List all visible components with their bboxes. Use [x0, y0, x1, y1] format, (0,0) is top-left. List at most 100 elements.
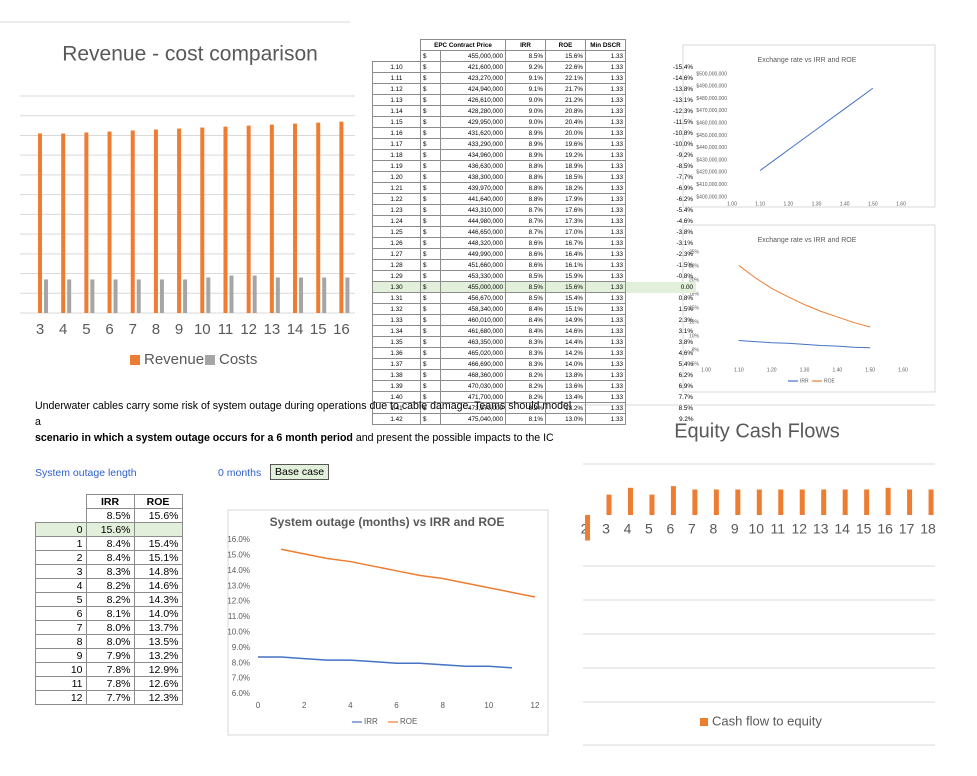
cell: 8.5%: [85, 508, 135, 523]
y-tick-label: 6.0%: [232, 689, 250, 698]
x-tick-label: 12: [791, 521, 807, 537]
cell: $: [420, 292, 441, 304]
cell: 1.33: [585, 105, 626, 117]
table-row: 0 15.6%: [35, 522, 183, 537]
cell: $: [420, 193, 441, 205]
base-row: 8.5% 15.6%: [36, 508, 183, 523]
cell: -3.8%: [676, 228, 693, 236]
table-row: 1.30 $455,000,000 8.5% 15.6% 1.33 0.00: [372, 281, 696, 293]
bar: [316, 122, 321, 313]
x-tick-label: 14: [287, 321, 304, 338]
cell: 1.21: [372, 182, 421, 194]
legend-label: ROE: [400, 717, 417, 726]
x-tick-label: 1.50: [865, 367, 875, 373]
cell: $: [420, 314, 441, 326]
bar: [159, 279, 164, 313]
cell: 16.4%: [545, 248, 586, 260]
bar: [130, 130, 135, 313]
cell: -15.4%: [673, 63, 693, 71]
cell: 1.33: [585, 204, 626, 216]
cell: $: [420, 182, 441, 194]
x-tick-label: 8: [709, 521, 717, 537]
cell: $: [420, 237, 441, 249]
cell: 12.9%: [133, 662, 183, 677]
cell: $: [420, 325, 441, 337]
cell: 8.5%: [678, 404, 693, 412]
header-cell: Min DSCR: [585, 39, 626, 51]
bar: [153, 129, 158, 313]
cell: 441,640,000: [440, 193, 506, 205]
x-tick-label: 8: [152, 321, 160, 338]
cell: $: [420, 215, 441, 227]
cell: 468,360,000: [440, 369, 506, 381]
cell: 22.6%: [545, 61, 586, 73]
cell: 8.0%: [85, 620, 135, 635]
cell: $: [420, 72, 441, 84]
cell: 8.0%: [85, 634, 135, 649]
line: [258, 656, 512, 669]
cell: 1.33: [585, 138, 626, 150]
table-row: 1.25 $446,650,000 8.7% 17.0% 1.33 -3.8%: [372, 226, 696, 238]
table-row: 9 7.9% 13.2%: [35, 648, 183, 663]
x-tick-label: 13: [813, 521, 829, 537]
cell: $: [420, 127, 441, 139]
cell: -9.2%: [676, 151, 693, 159]
cell: [373, 51, 421, 62]
cell: $: [420, 248, 441, 260]
cell: 1.33: [585, 347, 626, 359]
cell: 1.13: [372, 94, 421, 106]
cell: 18.5%: [545, 171, 586, 183]
cell: 9.0%: [505, 105, 546, 117]
header-row: EPC Contract Price IRR ROE Min DSCR: [373, 39, 696, 51]
x-tick-label: 3: [602, 521, 610, 537]
bar: [275, 277, 280, 313]
cell: 1.33: [585, 215, 626, 227]
cell: 0.00: [625, 281, 696, 293]
cell: 1.15: [372, 116, 421, 128]
table-row: 1 8.4% 15.4%: [35, 536, 183, 551]
cell: 1.33: [585, 402, 626, 414]
base-row: $455,000,000 8.5% 15.6% 1.33: [373, 50, 696, 62]
x-tick-label: 11: [218, 321, 234, 338]
cell: 20.0%: [545, 127, 586, 139]
cell: 1.18: [372, 149, 421, 161]
table-row: 1.37 $466,690,000 8.3% 14.0% 1.33 5.4%: [372, 358, 696, 370]
x-tick-label: 1.40: [832, 367, 842, 373]
cell: 1.10: [372, 61, 421, 73]
cell: 14.6%: [545, 325, 586, 337]
header-cell: IRR: [505, 39, 546, 51]
cell: 460,010,000: [440, 314, 506, 326]
cell: 7.7%: [678, 393, 693, 401]
table-row: 7 8.0% 13.7%: [35, 620, 183, 635]
cell: 13.8%: [545, 369, 586, 381]
bar: [692, 489, 698, 515]
cell: $: [420, 83, 441, 95]
cell: 1.24: [372, 215, 421, 227]
cell: 8.4%: [85, 536, 135, 551]
cell: 1.29: [372, 270, 421, 282]
line: [759, 87, 874, 171]
bar: [206, 277, 211, 313]
table-row: 1.19 $436,630,000 8.8% 18.9% 1.33 -8.5%: [372, 160, 696, 172]
cell: [36, 509, 87, 523]
cell: 1.33: [585, 127, 626, 139]
cell: 7.8%: [85, 676, 135, 691]
bar: [345, 277, 350, 313]
cell: 8.7%: [505, 204, 546, 216]
line: [738, 265, 871, 328]
cell: 455,000,000: [440, 281, 506, 293]
cell: 20.4%: [545, 116, 586, 128]
table-row: 1.40 $471,700,000 8.2% 13.4% 1.33 7.7%: [372, 391, 696, 403]
cell: 15.6%: [133, 508, 183, 523]
cell: 8: [35, 634, 87, 649]
cell: 14.0%: [133, 606, 183, 621]
bar: [67, 279, 72, 313]
x-tick-label: 4: [59, 321, 67, 338]
table-row: 1.13 $426,610,000 9.0% 21.2% 1.33 -13.1%: [372, 94, 696, 106]
cell: -0.8%: [676, 272, 693, 280]
cell: 465,020,000: [440, 347, 506, 359]
bar: [907, 489, 913, 515]
bar: [606, 494, 612, 515]
cell: 3.1%: [678, 327, 693, 335]
